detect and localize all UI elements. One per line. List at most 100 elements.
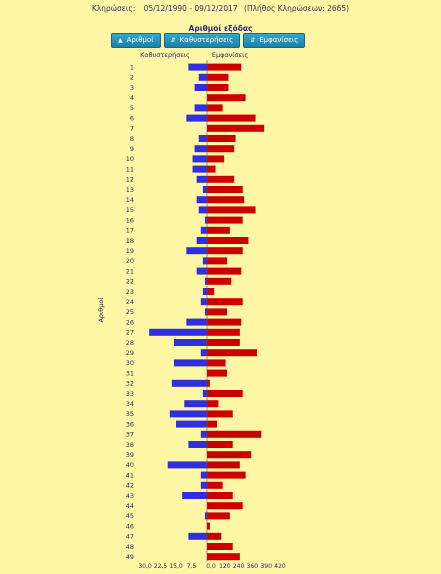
date-range: 05/12/1990 - 09/12/2017 (143, 4, 238, 13)
delay-bar (200, 471, 207, 479)
left-tick-label: 22,5 (154, 563, 168, 570)
delay-bar (204, 277, 207, 285)
appearance-bar (207, 247, 243, 255)
delay-bar (196, 237, 207, 244)
appearance-bar (207, 226, 230, 234)
category-label: 48 (126, 543, 134, 551)
delay-bar (192, 165, 207, 173)
appearance-bar (207, 339, 240, 346)
delay-bar (200, 349, 207, 357)
left-tick-label: 30,0 (138, 563, 152, 570)
appearance-bar (207, 298, 243, 306)
caret-up-icon: ▲ (118, 36, 123, 44)
delay-bar (196, 196, 207, 204)
category-label: 16 (126, 216, 134, 224)
appearance-bar (207, 369, 227, 377)
category-label: 43 (126, 492, 134, 500)
delay-bar (184, 400, 207, 408)
appearance-bar (207, 379, 210, 387)
delay-bar (198, 135, 207, 142)
appearance-bar (207, 145, 235, 153)
appearance-bar (207, 532, 222, 540)
appearance-bar (207, 73, 229, 81)
appearance-bar (207, 502, 243, 510)
left-column-header: Καθυστερήσεις (140, 51, 190, 59)
delay-bar (202, 257, 207, 265)
sort-by-appearances-button[interactable]: ⇵ Εμφανίσεις (243, 33, 306, 48)
category-label: 18 (126, 237, 134, 245)
category-label: 15 (126, 206, 134, 214)
category-label: 32 (126, 380, 134, 388)
draws-header: Κληρώσεις: 05/12/1990 - 09/12/2017 (Πλήθ… (0, 4, 441, 13)
appearance-bar (207, 186, 243, 193)
appearance-bar (207, 481, 223, 489)
appearance-bar (207, 114, 256, 122)
delay-bar (169, 410, 207, 418)
category-label: 36 (126, 420, 134, 428)
sort-icon: ⇵ (170, 36, 176, 44)
category-label: 45 (126, 512, 134, 520)
appearance-bar (207, 237, 249, 244)
category-label: 34 (126, 400, 134, 408)
sort-by-number-button[interactable]: ▲ Αριθμοί (111, 33, 161, 48)
appearance-bar (207, 206, 256, 214)
sort-button-bar: ▲ Αριθμοί ⇵ Καθυστερήσεις ⇵ Εμφανίσεις (111, 33, 306, 49)
sort-by-delay-button[interactable]: ⇵ Καθυστερήσεις (163, 33, 241, 48)
category-label: 42 (126, 482, 134, 490)
category-label: 11 (126, 165, 134, 173)
appearance-bar (207, 175, 235, 183)
category-label: 4 (130, 94, 134, 102)
appearance-bar (207, 512, 230, 520)
delay-bar (171, 379, 207, 387)
category-label: 44 (126, 502, 134, 510)
category-label: 10 (126, 155, 134, 163)
category-label: 8 (130, 135, 134, 143)
delay-bar (196, 267, 207, 275)
appearance-bar (207, 135, 236, 142)
sort-by-appearances-label: Εμφανίσεις (259, 36, 299, 44)
appearance-bar (207, 84, 229, 91)
category-label: 14 (126, 196, 134, 204)
appearance-bar (207, 553, 240, 561)
appearance-bar (207, 318, 242, 326)
category-label: 27 (126, 329, 134, 337)
delay-bar (196, 175, 207, 183)
category-label: 17 (126, 227, 134, 235)
delay-bar (204, 512, 207, 520)
category-label: 37 (126, 431, 134, 439)
delay-bar (176, 420, 207, 428)
appearance-bar (207, 400, 219, 408)
appearance-bar (207, 288, 215, 295)
appearance-bar (207, 308, 227, 316)
left-tick-label: 7,5 (187, 563, 197, 570)
category-label: 31 (126, 369, 134, 377)
delay-bar (202, 288, 207, 295)
category-label: 5 (130, 104, 134, 112)
right-tick-label: 0,0 (206, 563, 216, 570)
appearance-bar (207, 543, 233, 550)
delay-bar (192, 155, 207, 163)
category-label: 23 (126, 288, 134, 296)
appearance-bar (207, 94, 246, 102)
delay-bar (149, 328, 207, 336)
delay-bar (202, 390, 207, 397)
delay-bar (188, 63, 207, 71)
appearance-bar (207, 165, 216, 173)
right-column-header: Εμφανίσεις (212, 51, 248, 59)
delay-bar (186, 318, 207, 326)
right-tick-label: 420 (274, 563, 286, 570)
delay-bar (204, 308, 207, 316)
sort-title: Αριθμοί εξόδας (188, 24, 253, 33)
appearance-bar (207, 124, 265, 132)
category-label: 41 (126, 471, 134, 479)
appearance-bar (207, 104, 223, 112)
category-label: 25 (126, 308, 134, 316)
appearance-bar (207, 430, 262, 438)
appearance-bar (207, 267, 242, 275)
category-label: 22 (126, 278, 134, 286)
delay-bar (186, 247, 207, 255)
category-label: 47 (126, 533, 134, 541)
category-label: 29 (126, 349, 134, 357)
delay-bar (202, 186, 207, 193)
delay-bar (182, 492, 207, 499)
